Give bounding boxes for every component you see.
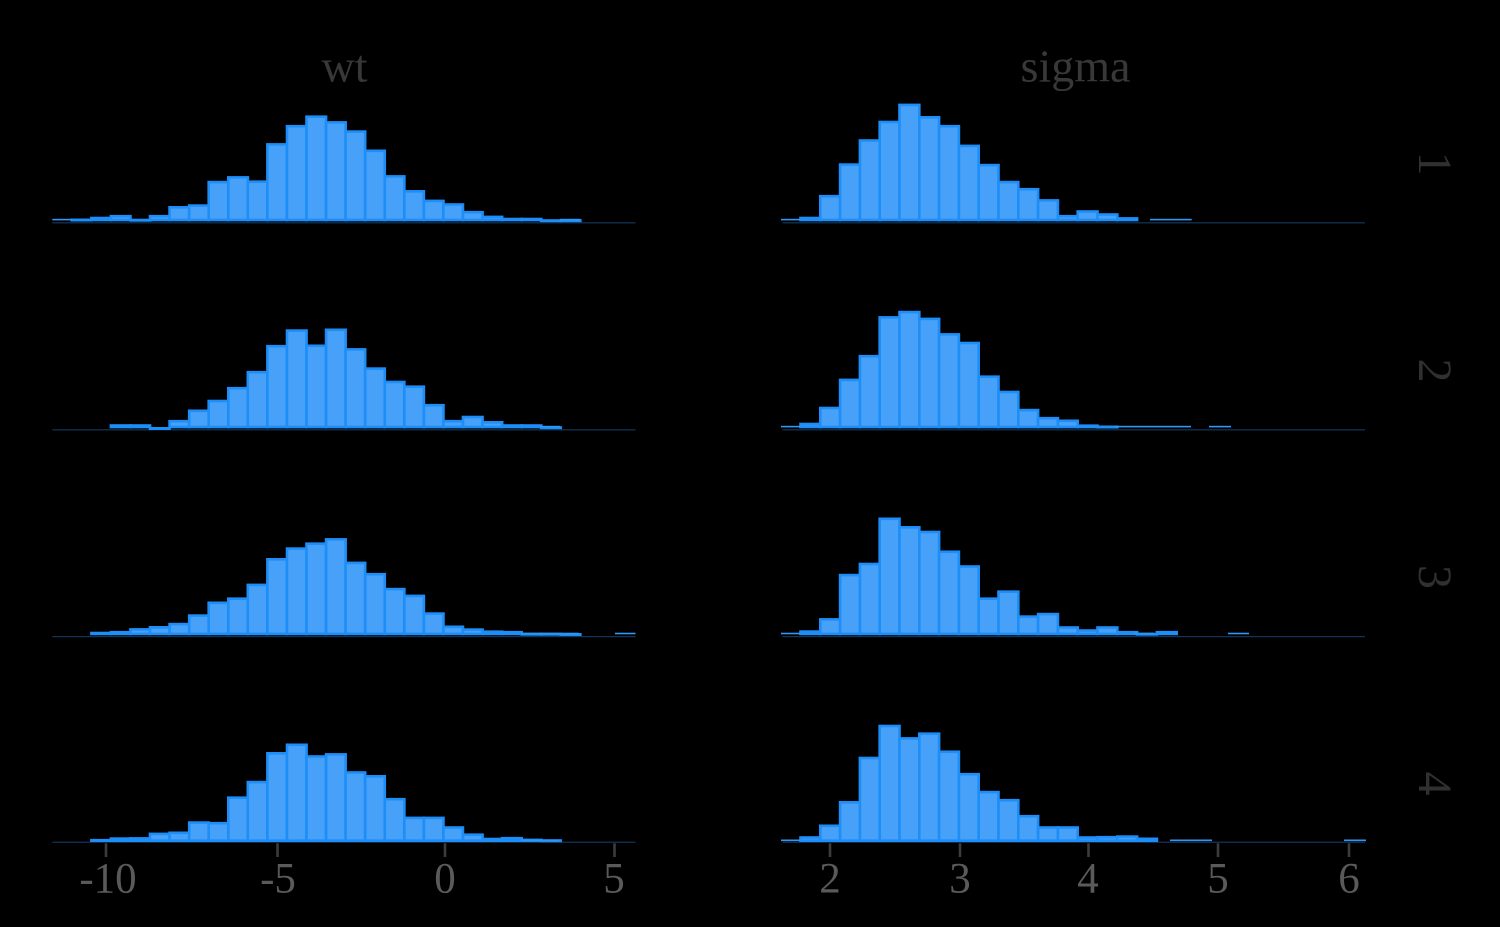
svg-text:3: 3	[1408, 565, 1461, 589]
svg-text:1: 1	[1408, 152, 1461, 176]
svg-text:-5: -5	[260, 856, 296, 903]
svg-text:-10: -10	[79, 856, 136, 903]
svg-text:5: 5	[603, 856, 625, 903]
svg-text:2: 2	[1408, 359, 1461, 383]
svg-text:4: 4	[1408, 772, 1461, 796]
svg-text:0: 0	[434, 856, 456, 903]
svg-text:6: 6	[1338, 856, 1360, 903]
svg-text:4: 4	[1077, 856, 1099, 903]
svg-text:3: 3	[949, 856, 971, 903]
svg-text:sigma: sigma	[1021, 41, 1131, 92]
svg-text:wt: wt	[322, 41, 368, 92]
svg-text:5: 5	[1207, 856, 1229, 903]
svg-text:2: 2	[819, 856, 841, 903]
